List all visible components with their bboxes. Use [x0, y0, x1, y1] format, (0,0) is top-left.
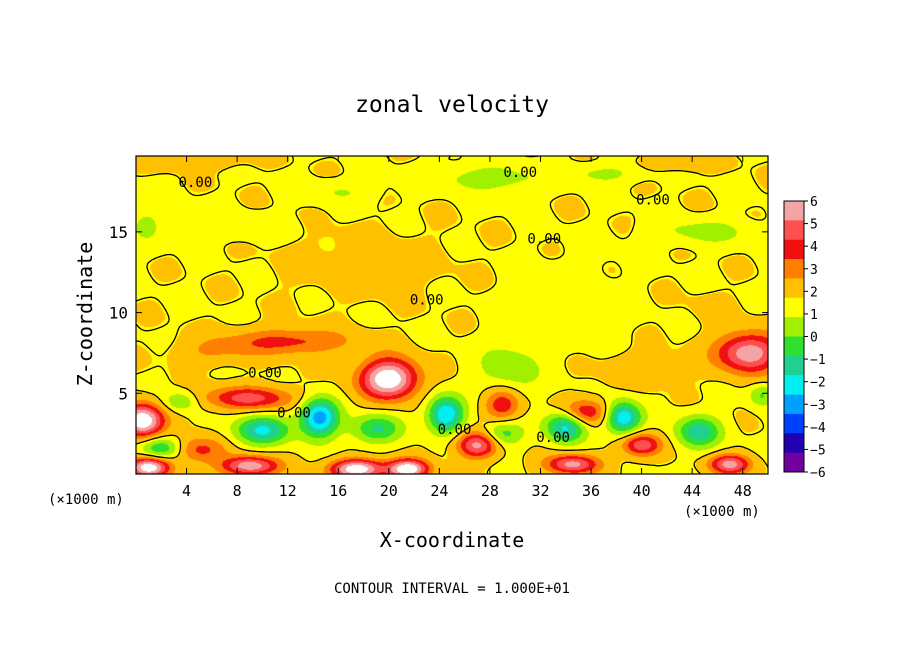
- velocity-field-image: [136, 156, 768, 474]
- colorbar-label-1: 5: [810, 218, 818, 233]
- colorbar-swatch-10: [784, 394, 804, 415]
- x-tick-label-28: 28: [481, 482, 499, 500]
- y-axis-label: Z-coordinate: [73, 242, 97, 387]
- x-tick-label-16: 16: [329, 482, 347, 500]
- colorbar-swatch-7: [784, 336, 804, 357]
- contour-label-0: 0.00: [179, 175, 213, 191]
- x-tick-label-40: 40: [633, 482, 651, 500]
- colorbar-swatch-6: [784, 317, 804, 337]
- x-tick-label-48: 48: [734, 482, 752, 500]
- colorbar-label-5: 1: [810, 308, 818, 323]
- colorbar-label-3: 3: [810, 263, 818, 278]
- contour-label-1: 0.00: [503, 165, 537, 181]
- x-tick-label-32: 32: [531, 482, 549, 500]
- contour-label-5: 0.00: [248, 365, 282, 381]
- colorbar-swatch-5: [784, 297, 804, 318]
- y-tick-label-5: 5: [118, 384, 128, 403]
- colorbar-label-12: −6: [810, 466, 826, 481]
- x-tick-label-36: 36: [582, 482, 600, 500]
- x-tick-label-4: 4: [182, 482, 191, 500]
- contour-label-4: 0.00: [410, 293, 444, 309]
- x-tick-label-12: 12: [279, 482, 297, 500]
- x-units-right: (×1000 m): [684, 504, 760, 520]
- zero-contour-lines: [136, 156, 768, 474]
- colorbar-label-7: −1: [810, 353, 826, 368]
- colorbar-swatch-12: [784, 433, 804, 454]
- colorbar-label-6: 0: [810, 331, 818, 346]
- y-tick-label-10: 10: [109, 304, 128, 323]
- contour-label-2: 0.00: [636, 193, 670, 209]
- contour-label-8: 0.00: [536, 430, 570, 446]
- colorbar-label-2: 4: [810, 240, 818, 255]
- colorbar-swatch-9: [784, 375, 804, 396]
- colorbar-label-11: −5: [810, 443, 826, 458]
- colorbar-swatch-1: [784, 220, 804, 241]
- x-tick-label-8: 8: [233, 482, 242, 500]
- colorbar-swatch-0: [784, 201, 804, 221]
- x-axis-label: X-coordinate: [380, 528, 525, 552]
- contour-label-7: 0.00: [438, 422, 472, 438]
- contour-label-3: 0.00: [527, 231, 561, 247]
- colorbar-swatch-4: [784, 278, 804, 299]
- x-tick-label-24: 24: [430, 482, 448, 500]
- colorbar-swatch-2: [784, 239, 804, 260]
- colorbar-label-8: −2: [810, 376, 826, 391]
- y-tick-label-15: 15: [109, 223, 128, 242]
- x-tick-label-44: 44: [683, 482, 701, 500]
- x-units-left: (×1000 m): [48, 492, 124, 508]
- zero-contour-path: [136, 156, 768, 474]
- y-ticks: 5 10 15: [109, 223, 768, 403]
- contour-labels: 0.00 0.00 0.00 0.00 0.00 0.00 0.00 0.00 0.00: [179, 165, 670, 446]
- colorbar-swatch-8: [784, 355, 804, 376]
- contour-interval-footer: CONTOUR INTERVAL = 1.000E+01: [334, 581, 570, 597]
- colorbar-swatch-3: [784, 259, 804, 279]
- colorbar-label-10: −4: [810, 421, 826, 436]
- colorbar-label-9: −3: [810, 398, 826, 413]
- colorbar-label-0: 6: [810, 195, 818, 210]
- chart-title: zonal velocity: [355, 92, 549, 118]
- colorbar: 6 5 4 3 2 1 0 −1 −2 −3 −4 −5 −6: [783, 195, 826, 481]
- contour-label-6: 0.00: [277, 406, 311, 422]
- colorbar-swatch-11: [784, 413, 804, 434]
- colorbar-label-4: 2: [810, 285, 818, 300]
- x-ticks: 4 8 12 16 20 24 28 32 36 40 44 48: [182, 156, 752, 500]
- x-tick-label-20: 20: [380, 482, 398, 500]
- colorbar-swatch-13: [784, 452, 804, 473]
- plot-frame: [135, 155, 769, 475]
